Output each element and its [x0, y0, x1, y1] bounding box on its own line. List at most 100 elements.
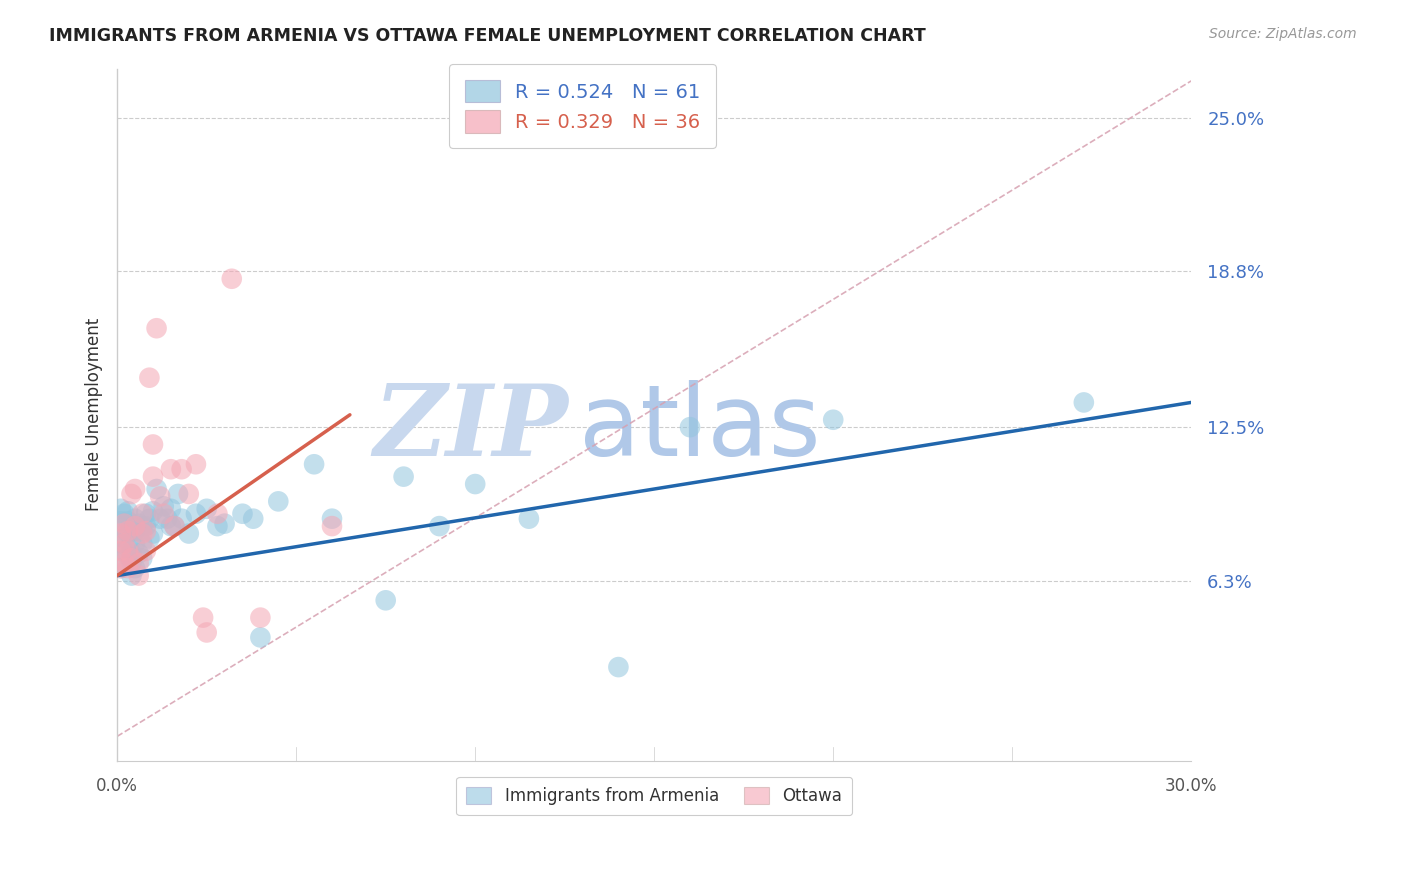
Point — [124, 511, 146, 525]
Point — [184, 507, 207, 521]
Point — [145, 321, 167, 335]
Point — [207, 519, 229, 533]
Point — [128, 546, 150, 560]
Point — [110, 561, 132, 575]
Point — [321, 519, 343, 533]
Point — [214, 516, 236, 531]
Point — [128, 556, 150, 570]
Point — [110, 536, 132, 550]
Point — [117, 544, 139, 558]
Point — [131, 551, 153, 566]
Point — [112, 519, 135, 533]
Point — [184, 457, 207, 471]
Point — [374, 593, 396, 607]
Point — [267, 494, 290, 508]
Point — [221, 272, 243, 286]
Point — [231, 507, 253, 521]
Text: atlas: atlas — [579, 380, 821, 477]
Point — [131, 519, 153, 533]
Point — [177, 487, 200, 501]
Point — [170, 462, 193, 476]
Point — [302, 457, 325, 471]
Point — [195, 501, 218, 516]
Point — [142, 526, 165, 541]
Point — [110, 526, 132, 541]
Point — [207, 507, 229, 521]
Point — [170, 511, 193, 525]
Point — [149, 490, 172, 504]
Point — [145, 482, 167, 496]
Text: IMMIGRANTS FROM ARMENIA VS OTTAWA FEMALE UNEMPLOYMENT CORRELATION CHART: IMMIGRANTS FROM ARMENIA VS OTTAWA FEMALE… — [49, 27, 927, 45]
Point — [242, 511, 264, 525]
Point — [429, 519, 451, 533]
Point — [131, 507, 153, 521]
Point — [121, 546, 143, 560]
Point — [392, 469, 415, 483]
Text: Source: ZipAtlas.com: Source: ZipAtlas.com — [1209, 27, 1357, 41]
Point — [128, 568, 150, 582]
Point — [124, 524, 146, 538]
Point — [121, 532, 143, 546]
Point — [138, 532, 160, 546]
Point — [110, 501, 132, 516]
Point — [117, 524, 139, 538]
Point — [117, 549, 139, 563]
Point — [112, 507, 135, 521]
Point — [1073, 395, 1095, 409]
Point — [131, 526, 153, 541]
Point — [128, 516, 150, 531]
Point — [117, 526, 139, 541]
Point — [679, 420, 702, 434]
Point — [191, 610, 214, 624]
Point — [135, 507, 157, 521]
Point — [177, 526, 200, 541]
Point — [249, 610, 271, 624]
Point — [138, 511, 160, 525]
Point — [142, 504, 165, 518]
Point — [149, 511, 172, 525]
Y-axis label: Female Unemployment: Female Unemployment — [86, 318, 103, 511]
Point — [135, 544, 157, 558]
Legend: Immigrants from Armenia, Ottawa: Immigrants from Armenia, Ottawa — [457, 777, 852, 815]
Point — [112, 516, 135, 531]
Point — [163, 519, 186, 533]
Point — [517, 511, 540, 525]
Point — [142, 437, 165, 451]
Point — [117, 514, 139, 528]
Point — [124, 536, 146, 550]
Point — [135, 524, 157, 538]
Point — [117, 504, 139, 518]
Point — [152, 500, 174, 514]
Point — [249, 631, 271, 645]
Point — [124, 482, 146, 496]
Point — [110, 561, 132, 575]
Point — [163, 519, 186, 533]
Point — [124, 561, 146, 575]
Text: ZIP: ZIP — [373, 380, 568, 477]
Point — [138, 370, 160, 384]
Point — [124, 519, 146, 533]
Point — [112, 556, 135, 570]
Point — [131, 536, 153, 550]
Point — [156, 511, 179, 525]
Point — [110, 514, 132, 528]
Point — [121, 516, 143, 531]
Point — [607, 660, 630, 674]
Point — [112, 532, 135, 546]
Point — [152, 507, 174, 521]
Point — [142, 469, 165, 483]
Point — [195, 625, 218, 640]
Point — [160, 501, 183, 516]
Point — [167, 487, 190, 501]
Point — [121, 556, 143, 570]
Point — [117, 561, 139, 575]
Point — [823, 413, 845, 427]
Point — [112, 536, 135, 550]
Point — [121, 568, 143, 582]
Point — [121, 551, 143, 566]
Point — [135, 519, 157, 533]
Point — [110, 544, 132, 558]
Point — [160, 519, 183, 533]
Point — [321, 511, 343, 525]
Point — [112, 544, 135, 558]
